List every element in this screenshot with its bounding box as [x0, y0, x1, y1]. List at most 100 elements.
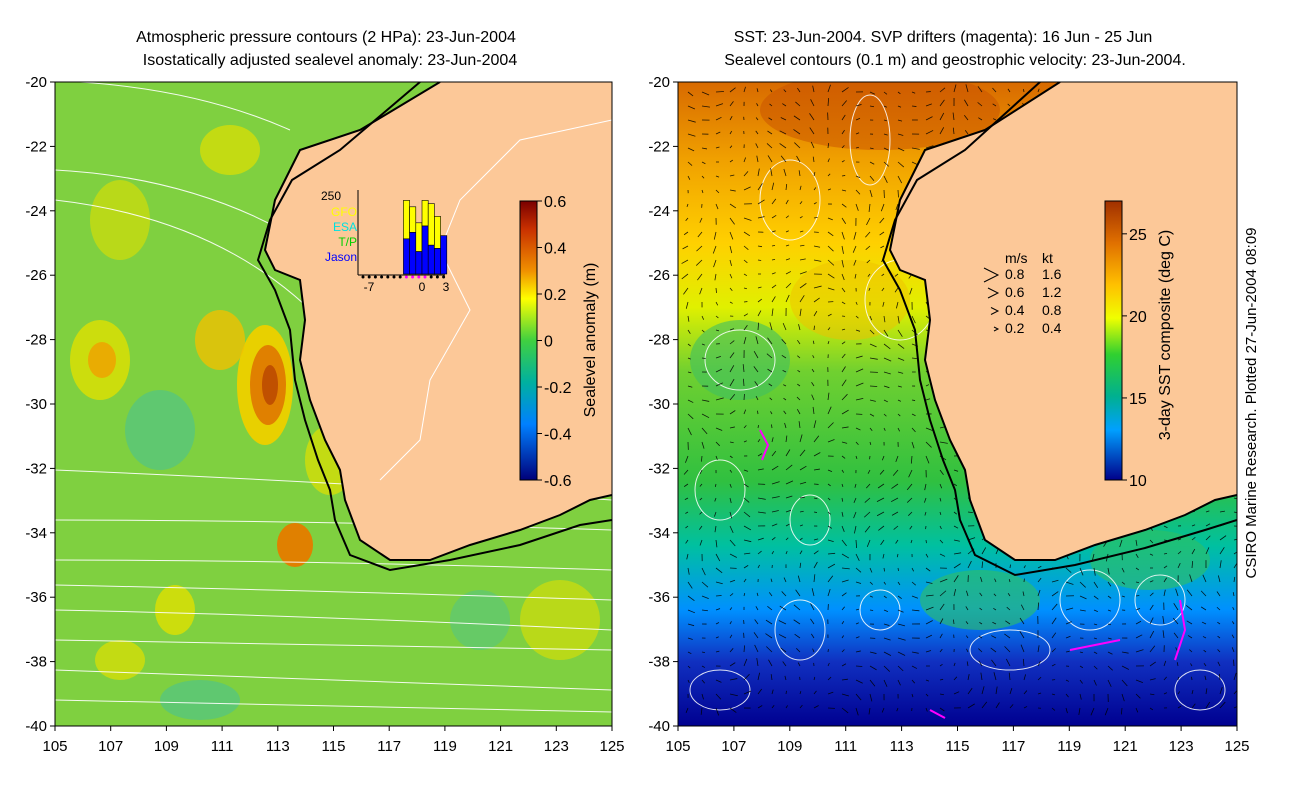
speed-ms-value: 0.4: [1005, 302, 1025, 318]
speed-arrow-icon: [993, 326, 1000, 332]
sst-colorbar-label: 3-day SST composite (deg C): [1157, 230, 1174, 440]
inset-day-marker: [380, 275, 384, 279]
right-map-frame: [677, 81, 1238, 727]
speed-ms-value: 0.6: [1005, 284, 1025, 300]
lon-tick-label: 115: [322, 738, 346, 755]
lon-tick-label: 107: [721, 738, 746, 755]
colorbar-tick-label: 0: [544, 334, 553, 351]
sla-colorbar-ticks: 0.6 0.4 0.2 0 -0.2 -0.4 -0.6: [537, 194, 572, 490]
inset-bar-jason: [409, 232, 417, 275]
lat-tick-label: -26: [648, 267, 670, 284]
colorbar-tick-label: 0.6: [544, 194, 566, 211]
speed-arrow-icon: [983, 267, 1000, 283]
speed-kt-value: 1.6: [1042, 266, 1062, 282]
inset-xtick-label: 3: [443, 280, 450, 294]
lon-tick-label: 125: [1224, 738, 1249, 755]
sla-colorbar-label: Sealevel anomaly (m): [582, 263, 599, 418]
colorbar-tick-label: -0.4: [544, 427, 572, 444]
inset-xtick-label: -7: [364, 280, 375, 294]
lon-tick-label: 117: [1001, 738, 1025, 755]
lon-tick-label: 125: [599, 738, 624, 755]
inset-day-marker: [392, 275, 396, 279]
inset-bar-jason: [421, 225, 429, 275]
inset-bar-jason: [440, 235, 448, 275]
sst-colorbar: [1104, 200, 1123, 481]
inset-bar-jason: [434, 248, 441, 275]
speed-rows: 0.8 1.6 0.6 1.2 0.4 0.8 0.2 0.4: [983, 266, 1062, 336]
lon-tick-label: 107: [98, 738, 123, 755]
inset-day-marker: [442, 275, 446, 279]
colorbar-tick-label: 0.4: [544, 241, 566, 258]
inset-bar-jason: [403, 238, 410, 275]
right-lat-axis: -20 -22 -24 -26 -28 -30 -32 -34 -36 -38 -40: [648, 74, 678, 735]
inset-day-marker: [373, 275, 377, 279]
colorbar-tick-label: 15: [1129, 391, 1147, 408]
lat-tick-label: -32: [25, 460, 47, 477]
inset-day-marker: [361, 275, 365, 279]
lat-tick-label: -40: [25, 718, 47, 735]
speed-arrow-icon: [990, 307, 1000, 315]
lat-tick-label: -20: [25, 74, 47, 91]
lon-tick-label: 105: [665, 738, 690, 755]
speed-kt-value: 0.4: [1042, 320, 1062, 336]
inset-bar-gfo: [409, 206, 417, 233]
lat-tick-label: -22: [648, 138, 670, 155]
lat-tick-label: -24: [648, 203, 670, 220]
lat-tick-label: -28: [648, 332, 670, 349]
inset-bar-gfo: [403, 200, 410, 240]
left-lat-axis: -20 -22 -24 -26 -28 -30 -32 -34 -36 -38 -40: [25, 74, 55, 735]
lat-tick-label: -40: [648, 718, 670, 735]
lon-tick-label: 105: [42, 738, 67, 755]
lon-tick-label: 119: [1057, 738, 1081, 755]
speed-kt-value: 1.2: [1042, 284, 1062, 300]
lon-tick-label: 123: [544, 738, 569, 755]
inset-bar-gfo: [427, 203, 435, 246]
lat-tick-label: -38: [25, 654, 47, 671]
lon-tick-label: 123: [1169, 738, 1194, 755]
lat-tick-label: -36: [25, 589, 47, 606]
inset-day-marker: [435, 275, 439, 279]
lat-tick-label: -32: [648, 460, 670, 477]
lon-tick-label: 109: [777, 738, 802, 755]
inset-day-marker: [367, 275, 371, 279]
colorbar-tick-label: -0.6: [544, 473, 572, 490]
lat-tick-label: -34: [25, 525, 47, 542]
right-title-line1: SST: 23-Jun-2004. SVP drifters (magenta)…: [734, 29, 1153, 46]
lon-tick-label: 119: [433, 738, 457, 755]
inset-bar-jason: [415, 251, 423, 275]
speed-legend: m/s kt 0.8 1.6 0.6 1.2 0.4 0.8 0.2 0.4: [983, 250, 1062, 336]
lon-tick-label: 121: [488, 738, 513, 755]
inset-xticks: -7 0 3: [364, 280, 450, 294]
lat-tick-label: -30: [648, 396, 670, 413]
right-lon-axis: 105 107 109 111 113 115 117 119 121 123 125: [665, 726, 1250, 755]
inset-legend-item: GFO: [331, 205, 357, 219]
speed-header-ms: m/s: [1005, 250, 1028, 266]
inset-day-marker: [398, 275, 402, 279]
inset-day-marker: [411, 275, 415, 279]
inset-day-marker: [423, 275, 427, 279]
colorbar-tick-label: 0.2: [544, 287, 566, 304]
speed-ms-value: 0.2: [1005, 320, 1025, 336]
inset-bars: [361, 200, 448, 279]
speed-kt-value: 0.8: [1042, 302, 1062, 318]
right-map: [678, 82, 1237, 726]
colorbar-tick-label: -0.2: [544, 380, 572, 397]
inset-legend-item: ESA: [333, 220, 357, 234]
lat-tick-label: -38: [648, 654, 670, 671]
inset-day-marker: [404, 275, 408, 279]
inset-bar-gfo: [415, 222, 423, 252]
right-title-line2: Sealevel contours (0.1 m) and geostrophi…: [724, 52, 1186, 69]
colorbar-tick-label: 25: [1129, 227, 1147, 244]
inset-legend-item: T/P: [338, 235, 357, 249]
inset-ymax-label: 250: [321, 189, 341, 203]
lat-tick-label: -28: [25, 332, 47, 349]
inset-day-marker: [417, 275, 421, 279]
inset-legend-item: Jason: [325, 250, 357, 264]
lat-tick-label: -24: [25, 203, 47, 220]
colorbar-tick-label: 10: [1129, 473, 1147, 490]
colorbar-tick-label: 20: [1129, 309, 1147, 326]
left-title-line1: Atmospheric pressure contours (2 HPa): 2…: [136, 29, 516, 46]
inset-day-marker: [429, 275, 433, 279]
